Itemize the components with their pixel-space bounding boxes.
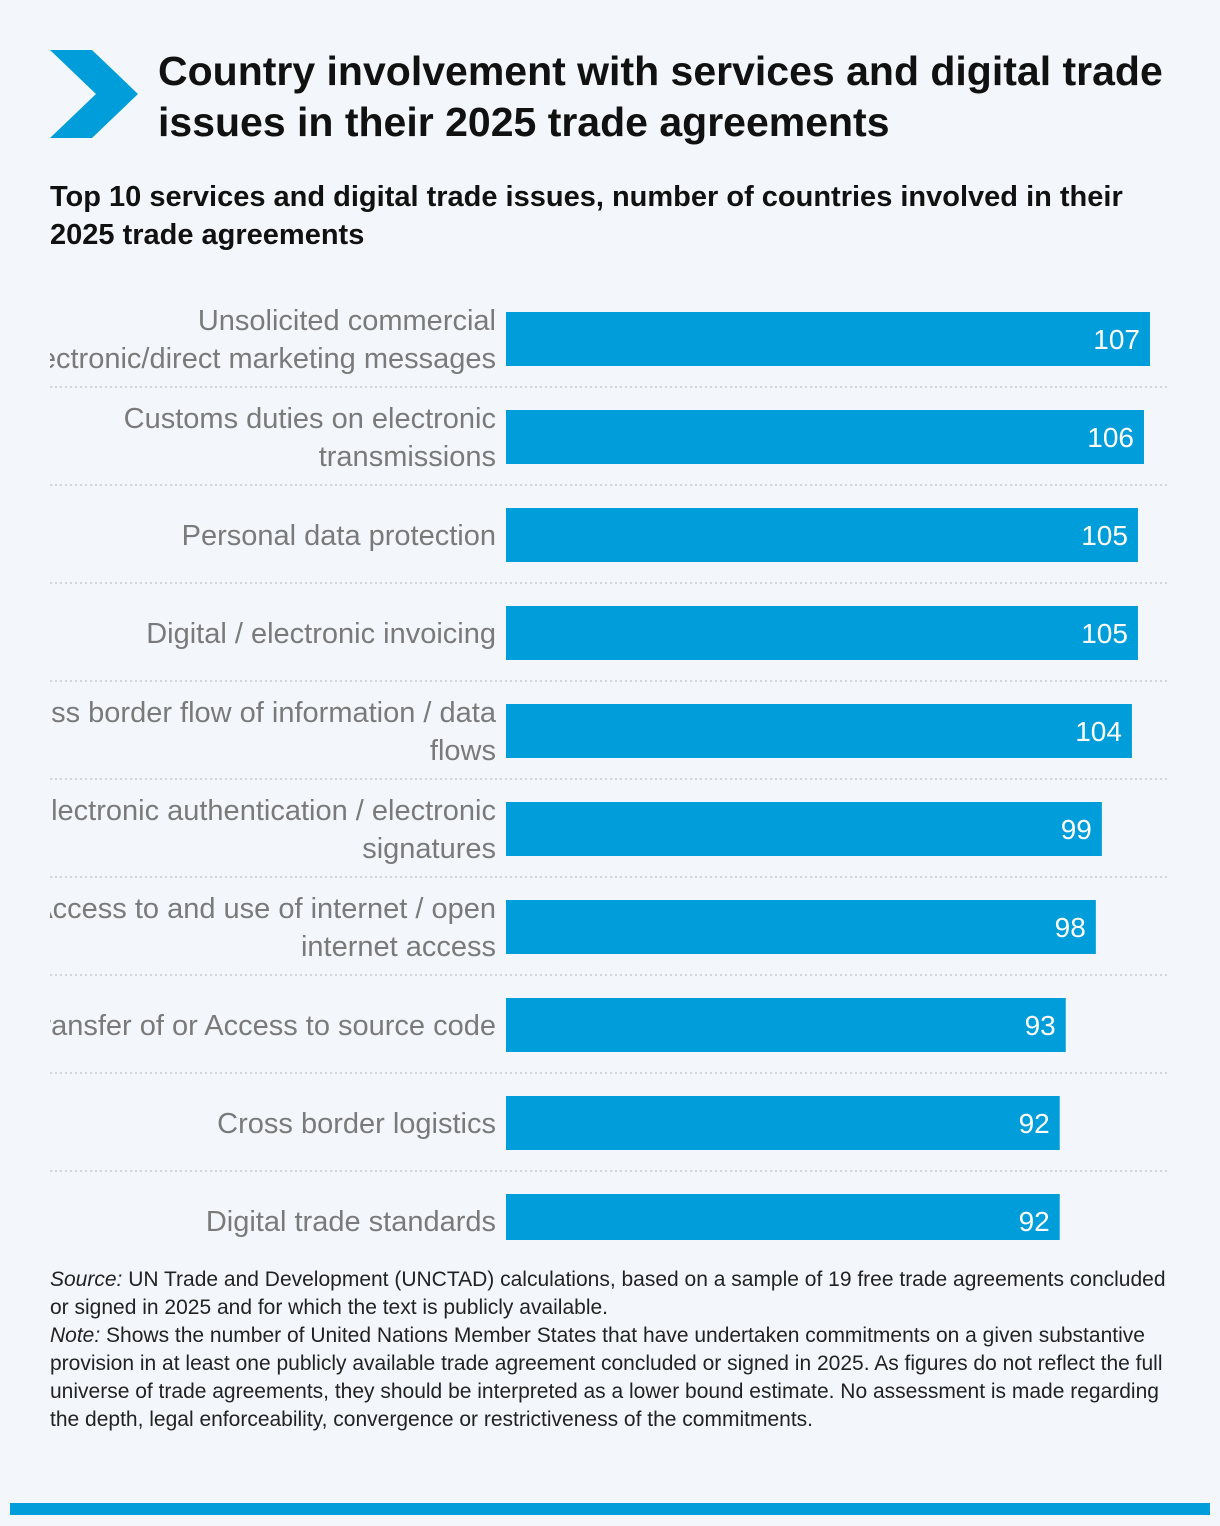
category-label-line: transmissions [319,441,496,473]
category-label-line: internet access [301,931,496,963]
data-label: 105 [1081,520,1128,551]
category-label-line: signatures [362,833,496,865]
data-label: 98 [1055,912,1086,943]
footnote: Source: UN Trade and Development (UNCTAD… [50,1266,1175,1434]
category-label-line: Personal data protection [182,520,496,552]
source-label: Source: [50,1268,123,1291]
category-label: Electronic authentication / electronic si… [50,795,496,865]
bar-row: Access to and use of internet / open inte… [50,893,1096,963]
category-label-line: Digital trade standards [206,1206,496,1238]
category-label: Digital trade standards [206,1206,496,1238]
bar-row: Digital trade standards 92 [206,1194,1060,1240]
category-label-line: Customs duties on electronic [124,403,496,435]
bottom-accent-rect [10,1503,1210,1515]
chart-subtitle: Top 10 services and digital trade issues… [50,181,1123,251]
header: Country involvement with services and di… [50,46,1180,146]
bar [506,410,1144,464]
bar-chart: Unsolicited commercial electronic/direct … [50,290,1170,1240]
category-label-line: Transfer of or Access to source code [50,1010,496,1042]
category-label-line: Electronic authentication / electronic [50,795,496,827]
bar [506,998,1066,1052]
data-label: 92 [1019,1108,1050,1139]
data-label: 106 [1087,422,1134,453]
bar [506,508,1138,562]
bottom-accent-bar [10,1503,1210,1515]
bar [506,1096,1060,1150]
bar-row: Transfer of or Access to source code 93 [50,998,1066,1052]
source-text: UN Trade and Development (UNCTAD) calcul… [50,1268,1166,1319]
bar-chart-svg: Unsolicited commercial electronic/direct … [50,305,1168,1240]
note-text: Shows the number of United Nations Membe… [50,1324,1163,1431]
category-label: Personal data protection [182,520,496,552]
category-label-line: flows [430,735,496,767]
category-label: Cross border logistics [217,1108,496,1140]
category-label-line: Access to and use of internet / open [50,893,496,925]
chevron-right-icon [50,50,138,138]
note: Note: Shows the number of United Nations… [50,1322,1175,1434]
page-title: Country involvement with services and di… [158,48,1163,145]
category-label: Cross border flow of information / data f… [50,697,497,767]
chevron-shape [50,50,138,138]
bar [506,312,1150,366]
bar-row: Electronic authentication / electronic si… [50,795,1102,865]
bar [506,606,1138,660]
bar-row: Digital / electronic invoicing 105 [146,606,1138,660]
bar [506,704,1132,758]
bar-row: Unsolicited commercial electronic/direct … [50,305,1150,375]
data-label: 105 [1081,618,1128,649]
bar [506,802,1102,856]
data-label: 92 [1019,1206,1050,1237]
category-label-line: electronic/direct marketing messages [50,343,496,375]
category-label-line: Unsolicited commercial [198,305,496,337]
bar [506,900,1096,954]
category-label-line: Cross border logistics [217,1108,496,1140]
bar-row: Personal data protection 105 [182,508,1138,562]
category-label: Unsolicited commercial electronic/direct … [50,305,496,375]
data-label: 93 [1025,1010,1056,1041]
bar-row: Cross border flow of information / data f… [50,697,1132,767]
data-label: 107 [1093,324,1140,355]
category-label: Transfer of or Access to source code [50,1010,496,1042]
category-label-line: Cross border flow of information / data [50,697,497,729]
data-label: 99 [1061,814,1092,845]
bar [506,1194,1060,1240]
source-note: Source: UN Trade and Development (UNCTAD… [50,1266,1175,1322]
category-label-line: Digital / electronic invoicing [146,618,496,650]
category-label: Customs duties on electronic transmission… [124,403,496,473]
bar-row: Customs duties on electronic transmission… [124,403,1144,473]
bar-row: Cross border logistics 92 [217,1096,1060,1150]
note-label: Note: [50,1324,101,1347]
category-label: Digital / electronic invoicing [146,618,496,650]
category-label: Access to and use of internet / open inte… [50,893,496,963]
data-label: 104 [1075,716,1122,747]
